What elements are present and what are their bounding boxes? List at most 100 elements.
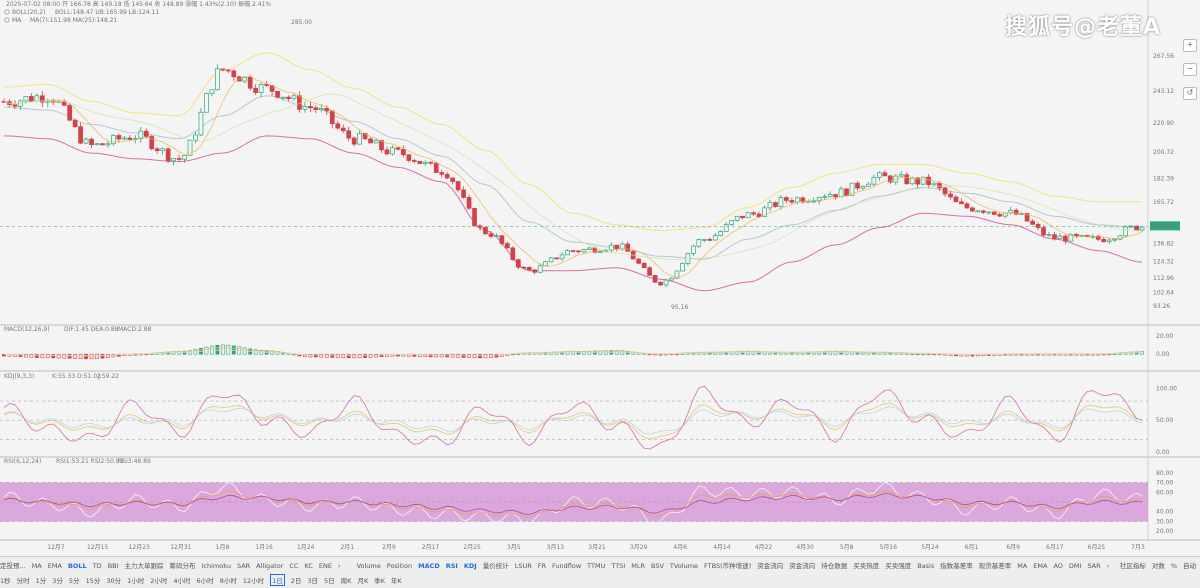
- interval-button[interactable]: 季K: [374, 577, 385, 585]
- interval-button[interactable]: 30分: [106, 577, 122, 585]
- sub-indicator-button[interactable]: RSI: [445, 562, 458, 570]
- sub-indicator-button[interactable]: KDJ: [463, 562, 477, 570]
- overlay-indicator-button[interactable]: EMA: [47, 562, 62, 570]
- sub-indicator-button[interactable]: MACD: [418, 562, 440, 570]
- sub-indicator-button[interactable]: MLR: [631, 562, 645, 570]
- overlay-indicator-button[interactable]: ›: [337, 562, 341, 570]
- candle: [548, 257, 554, 263]
- interval-button[interactable]: 8小时: [219, 577, 237, 585]
- date-tick-label: 4月14: [713, 544, 731, 551]
- sub-indicator-button[interactable]: 指数基差率: [940, 562, 973, 570]
- boll-label[interactable]: BOLL(20,2): [12, 9, 45, 16]
- overlay-indicator-button[interactable]: SAR: [236, 562, 251, 570]
- interval-button[interactable]: 2小时: [150, 577, 168, 585]
- candle: [242, 77, 248, 82]
- sub-indicator-button[interactable]: TTSI: [611, 562, 626, 570]
- interval-button[interactable]: 15分: [85, 577, 101, 585]
- overlay-indicator-button[interactable]: Alligator: [256, 562, 284, 570]
- sub-indicator-button[interactable]: FTBS(币种增速): [704, 562, 752, 570]
- interval-button[interactable]: 5分: [68, 577, 80, 585]
- interval-button[interactable]: 5日: [324, 577, 335, 585]
- sub-indicator-button[interactable]: 量价统计: [482, 562, 509, 570]
- sub-indicator-button[interactable]: LSUR: [514, 562, 532, 570]
- date-tick-label: 12月15: [87, 544, 108, 551]
- candle: [302, 106, 308, 110]
- macd-panel[interactable]: [2, 344, 1144, 360]
- chart-canvas[interactable]: 267.56 243.12 220.90 200.72 182.39 165.72 148.…: [0, 0, 1200, 556]
- sub-indicator-button[interactable]: SAR: [1087, 562, 1101, 570]
- macd-label[interactable]: MACD(12,26,9): [4, 326, 50, 333]
- candle: [280, 96, 286, 99]
- kdj-panel[interactable]: [0, 385, 1148, 450]
- sub-indicator-button[interactable]: MA: [1017, 562, 1028, 570]
- sub-indicator-button[interactable]: AO: [1053, 562, 1063, 570]
- interval-button[interactable]: 3分: [52, 577, 63, 585]
- overlay-indicator-button[interactable]: KC: [304, 562, 313, 570]
- interval-button[interactable]: 2日: [290, 577, 302, 585]
- overlay-indicator-button[interactable]: MA: [31, 562, 42, 570]
- kdj-label[interactable]: KDJ(9,3,3): [4, 373, 34, 380]
- ma-label[interactable]: MA: [12, 17, 22, 24]
- eye-icon[interactable]: [4, 17, 10, 23]
- sub-indicator-button[interactable]: TVolume: [669, 562, 699, 570]
- interval-button[interactable]: 周K: [340, 577, 352, 585]
- interval-button[interactable]: 月K: [357, 577, 369, 585]
- interval-button[interactable]: 6小时: [196, 577, 214, 585]
- sub-indicator-button[interactable]: 现货基差率: [978, 562, 1012, 570]
- zoom-in-icon[interactable]: +: [1183, 39, 1197, 52]
- macd-bar: [483, 353, 488, 359]
- overlay-indicator-button[interactable]: CC: [289, 562, 299, 570]
- interval-button[interactable]: 4小时: [173, 577, 191, 585]
- candle: [674, 270, 680, 279]
- sub-indicator-button[interactable]: EMA: [1033, 562, 1048, 570]
- overlay-indicator-button[interactable]: ENE: [318, 562, 332, 570]
- overlay-indicator-button[interactable]: BOLL: [67, 562, 87, 570]
- sub-indicator-button[interactable]: Volume: [356, 562, 381, 570]
- sub-indicator-button[interactable]: 买卖热度: [853, 562, 880, 570]
- eye-icon[interactable]: [4, 9, 10, 15]
- sub-indicator-button[interactable]: TTMU: [587, 562, 606, 570]
- overlay-indicator-button[interactable]: 定投预...: [0, 562, 26, 570]
- sub-indicator-button[interactable]: Basis: [917, 562, 935, 570]
- chart-option-button[interactable]: 社区指标: [1119, 562, 1146, 570]
- zoom-out-icon[interactable]: −: [1183, 63, 1197, 76]
- chart-option-button[interactable]: %: [1170, 562, 1177, 570]
- candle: [855, 182, 860, 189]
- sub-indicator-button[interactable]: 资金流向: [789, 562, 816, 570]
- overlay-indicator-button[interactable]: Ichimoku: [201, 562, 231, 570]
- interval-button[interactable]: 12小时: [242, 577, 265, 585]
- sub-indicator-button[interactable]: DMI: [1068, 562, 1082, 570]
- candle: [636, 258, 642, 264]
- sub-indicator-button[interactable]: FR: [537, 562, 546, 570]
- rsi-values: RSI1:53.21 RSI2:50.83: [56, 458, 124, 465]
- candle: [1101, 239, 1107, 243]
- candle: [176, 158, 182, 160]
- macd-bar: [494, 353, 499, 358]
- rsi-label[interactable]: RSI(6,12,24): [4, 458, 41, 465]
- interval-button[interactable]: 1秒: [0, 577, 11, 585]
- sub-indicator-button[interactable]: Fundflow: [552, 562, 582, 570]
- interval-button[interactable]: 1分: [35, 577, 47, 585]
- interval-button[interactable]: 年K: [390, 577, 402, 585]
- sub-indicator-button[interactable]: 资金流向: [757, 562, 784, 570]
- date-tick-label: 3月29: [630, 544, 648, 551]
- sub-indicator-button[interactable]: BSV: [650, 562, 664, 570]
- chart-option-button[interactable]: 对数: [1151, 562, 1165, 570]
- interval-button[interactable]: 1日: [270, 574, 285, 586]
- price-panel[interactable]: [0, 52, 1148, 292]
- overlay-indicator-button[interactable]: TD: [92, 562, 102, 570]
- sub-indicator-button[interactable]: ›: [1106, 562, 1110, 570]
- interval-button[interactable]: 1小时: [127, 577, 145, 585]
- sub-indicator-button[interactable]: 持仓数据: [821, 562, 848, 570]
- sub-indicator-button[interactable]: 买卖强度: [885, 562, 912, 570]
- interval-button[interactable]: 分时: [16, 577, 30, 585]
- overlay-indicator-button[interactable]: BBI: [107, 562, 119, 570]
- candle: [384, 149, 390, 155]
- chart-option-button[interactable]: 自动: [1183, 562, 1196, 570]
- interval-button[interactable]: 3日: [307, 577, 319, 585]
- rsi-panel[interactable]: [0, 482, 1148, 527]
- overlay-indicator-button[interactable]: 筹码分布: [169, 562, 196, 570]
- reset-view-icon[interactable]: ↺: [1183, 87, 1197, 100]
- overlay-indicator-button[interactable]: 主力大单跟踪: [124, 562, 164, 570]
- sub-indicator-button[interactable]: Position: [386, 562, 413, 570]
